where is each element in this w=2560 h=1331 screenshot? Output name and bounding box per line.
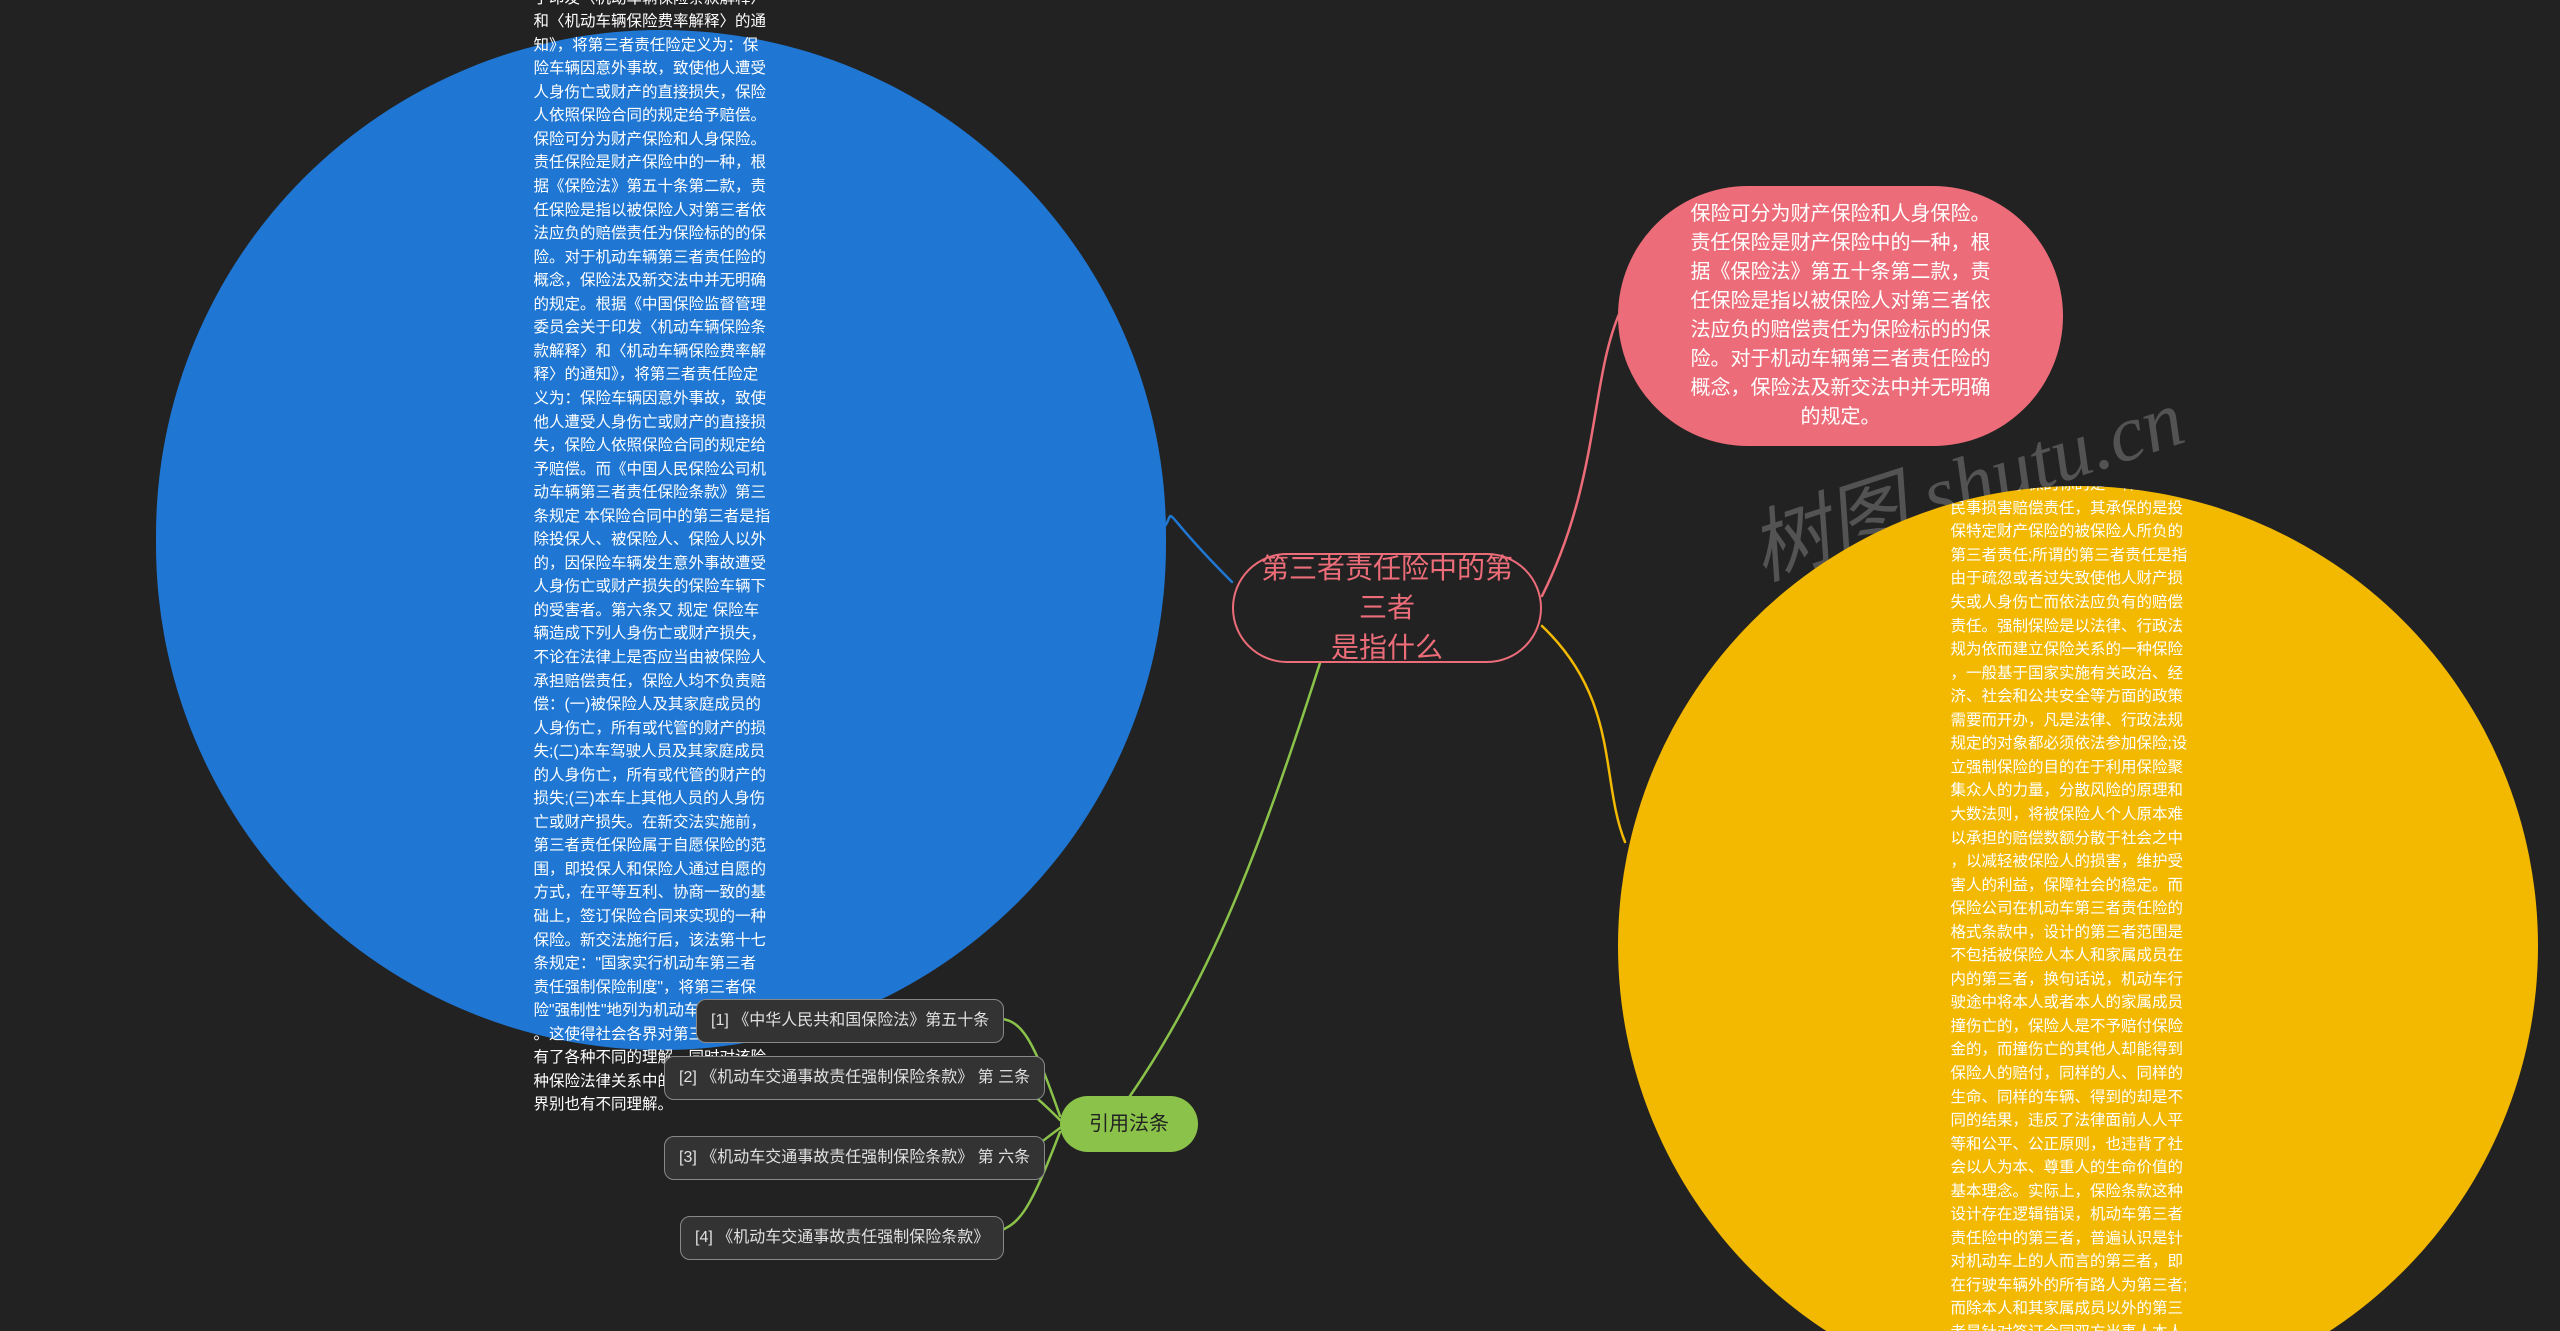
node-citations-label: 引用法条 xyxy=(1089,1110,1169,1139)
citation-item-2[interactable]: [2] 《机动车交通事故责任强制保险条款》 第 三条 xyxy=(664,1056,1045,1100)
edge xyxy=(1130,663,1320,1096)
edge xyxy=(1162,516,1232,582)
node-red-text: 保险可分为财产保险和人身保险。 责任保险是财产保险中的一种，根 据《保险法》第五… xyxy=(1673,190,2009,442)
citation-item-3[interactable]: [3] 《机动车交通事故责任强制保险条款》 第 六条 xyxy=(664,1136,1045,1180)
citation-item-1[interactable]: [1] 《中华人民共和国保险法》第五十条 xyxy=(696,999,1004,1043)
node-red[interactable]: 保险可分为财产保险和人身保险。 责任保险是财产保险中的一种，根 据《保险法》第五… xyxy=(1618,186,2063,446)
node-center-text: 第三者责任险中的第三者 是指什么 xyxy=(1234,549,1540,667)
node-citations-parent[interactable]: 引用法条 xyxy=(1060,1096,1198,1152)
node-blue[interactable]: 根据《中国保险监督管理委员会关 于印发〈机动车辆保险条款解释〉 和〈机动车辆保险… xyxy=(156,30,1166,1050)
node-blue-text: 根据《中国保险监督管理委员会关 于印发〈机动车辆保险条款解释〉 和〈机动车辆保险… xyxy=(516,0,807,1127)
mindmap-canvas: 树图 shutu.cn 树图 shutu.cn 根据《中国保险监督管理委员会关 … xyxy=(0,0,2560,1331)
citation-item-4[interactable]: [4] 《机动车交通事故责任强制保险条款》 xyxy=(680,1216,1004,1260)
node-yellow[interactable]: 笔者认为，首先第三者责任保险是 责任保险的一种，与其它责任保险 一样，其承保的标… xyxy=(1618,486,2538,1331)
node-center-root[interactable]: 第三者责任险中的第三者 是指什么 xyxy=(1232,553,1542,663)
edge xyxy=(1542,312,1620,596)
edge xyxy=(1542,626,1625,842)
node-yellow-text: 笔者认为，首先第三者责任保险是 责任保险的一种，与其它责任保险 一样，其承保的标… xyxy=(1933,486,2224,1331)
